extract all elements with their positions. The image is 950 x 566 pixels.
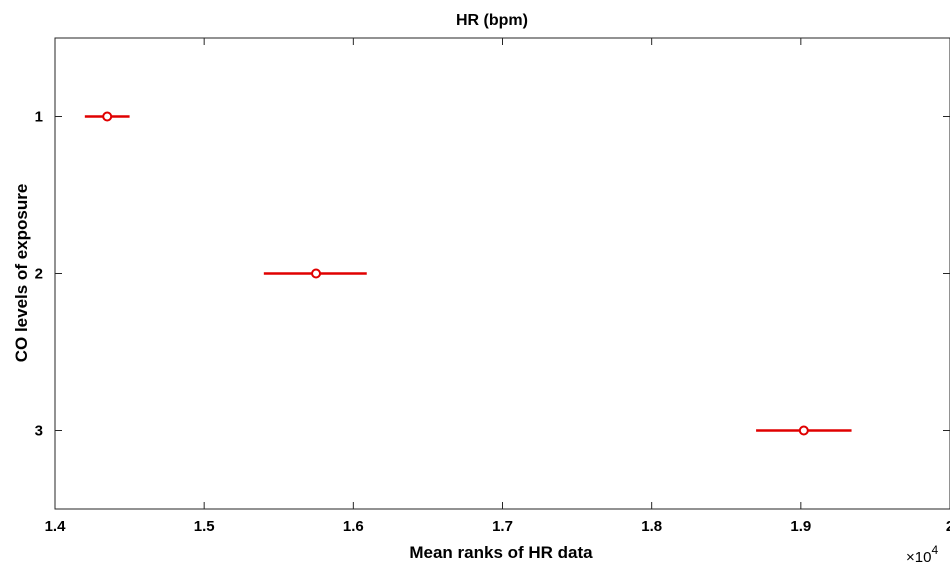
group-mean-marker — [102, 111, 113, 122]
y-axis-ticks: 1 2 3 — [35, 109, 950, 440]
y-tick-label: 3 — [35, 423, 43, 440]
group-mean-marker — [798, 425, 809, 436]
plot-area — [54, 37, 950, 510]
x-tick-label: 1.7 — [492, 518, 513, 535]
y-tick-label: 1 — [35, 109, 43, 126]
group-mean-marker — [311, 268, 322, 279]
x-tick-label: 1.8 — [641, 518, 662, 535]
chart-title: HR (bpm) — [456, 12, 528, 29]
x-axis-exponent-base: ×10 — [906, 549, 931, 566]
y-tick-label: 2 — [35, 266, 43, 283]
x-tick-label: 1.5 — [194, 518, 215, 535]
x-axis-exponent-power: 4 — [931, 543, 938, 557]
x-axis-label: Mean ranks of HR data — [409, 543, 593, 562]
y-axis-label: CO levels of exposure — [12, 184, 31, 363]
x-tick-label: 1.4 — [45, 518, 67, 535]
x-tick-label: 2 — [946, 518, 950, 535]
x-tick-label: 1.6 — [343, 518, 364, 535]
data-marks — [84, 111, 852, 436]
x-axis-ticks: 1.4 1.5 1.6 1.7 1.8 1.9 2 — [45, 38, 950, 535]
x-tick-label: 1.9 — [790, 518, 811, 535]
x-axis-exponent: ×104 — [906, 543, 938, 566]
